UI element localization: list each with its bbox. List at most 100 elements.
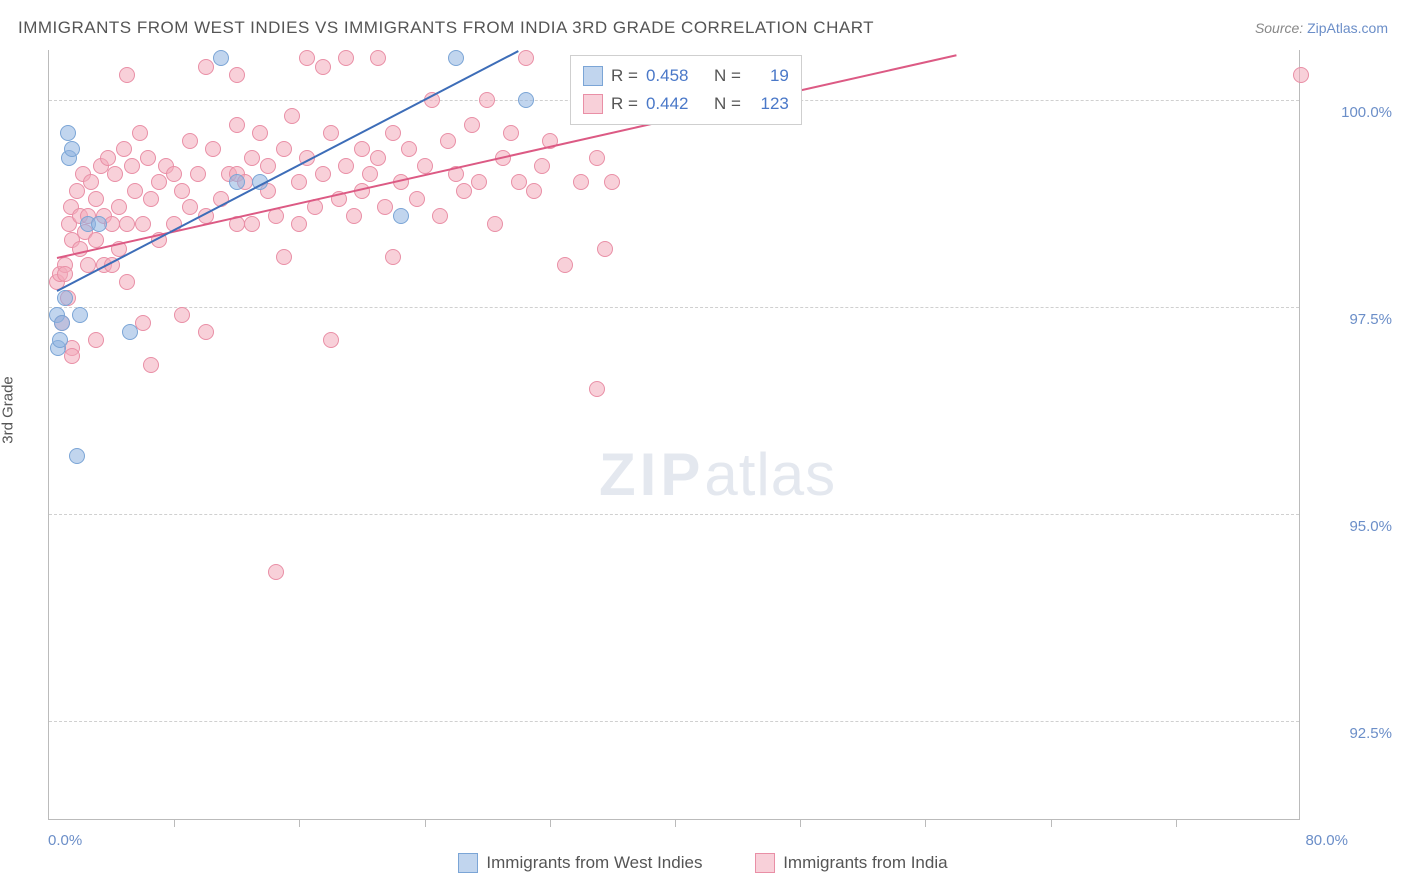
data-point xyxy=(57,290,73,306)
x-tick xyxy=(1176,819,1177,827)
trend-line xyxy=(57,54,957,259)
x-tick xyxy=(1051,819,1052,827)
correlation-stats-box: R = 0.458 N = 19 R = 0.442 N = 123 xyxy=(570,55,802,125)
data-point xyxy=(135,216,151,232)
data-point xyxy=(370,50,386,66)
swatch-west-indies xyxy=(583,66,603,86)
data-point xyxy=(88,191,104,207)
watermark-atlas: atlas xyxy=(704,441,836,508)
data-point xyxy=(57,266,73,282)
data-point xyxy=(198,324,214,340)
stats-row-india: R = 0.442 N = 123 xyxy=(583,90,789,118)
source-link[interactable]: ZipAtlas.com xyxy=(1307,20,1388,36)
data-point xyxy=(69,448,85,464)
data-point xyxy=(518,50,534,66)
gridline xyxy=(49,307,1299,308)
data-point xyxy=(346,208,362,224)
y-tick-label: 97.5% xyxy=(1349,311,1392,328)
y-tick-label: 100.0% xyxy=(1341,104,1392,121)
data-point xyxy=(198,59,214,75)
data-point xyxy=(377,199,393,215)
legend-swatch-west-indies xyxy=(458,853,478,873)
data-point xyxy=(409,191,425,207)
data-point xyxy=(589,150,605,166)
n-value-0: 19 xyxy=(749,62,789,90)
data-point xyxy=(182,133,198,149)
data-point xyxy=(518,92,534,108)
data-point xyxy=(83,174,99,190)
data-point xyxy=(111,199,127,215)
n-value-1: 123 xyxy=(749,90,789,118)
data-point xyxy=(213,50,229,66)
data-point xyxy=(385,249,401,265)
r-value-0: 0.458 xyxy=(646,62,706,90)
data-point xyxy=(244,150,260,166)
x-tick xyxy=(299,819,300,827)
data-point xyxy=(291,174,307,190)
y-tick-label: 92.5% xyxy=(1349,725,1392,742)
data-point xyxy=(323,125,339,141)
swatch-india xyxy=(583,94,603,114)
data-point xyxy=(60,125,76,141)
legend-item-west-indies: Immigrants from West Indies xyxy=(458,853,702,873)
data-point xyxy=(573,174,589,190)
y-axis-label: 3rd Grade xyxy=(0,376,17,444)
data-point xyxy=(315,59,331,75)
data-point xyxy=(143,191,159,207)
data-point xyxy=(107,166,123,182)
x-tick xyxy=(925,819,926,827)
data-point xyxy=(354,141,370,157)
data-point xyxy=(276,249,292,265)
data-point xyxy=(315,166,331,182)
data-point xyxy=(448,50,464,66)
gridline xyxy=(49,514,1299,515)
r-label-1: R = xyxy=(611,90,638,118)
data-point xyxy=(276,141,292,157)
data-point xyxy=(127,183,143,199)
data-point xyxy=(284,108,300,124)
data-point xyxy=(597,241,613,257)
data-point xyxy=(143,357,159,373)
data-point xyxy=(151,174,167,190)
x-tick xyxy=(675,819,676,827)
data-point xyxy=(252,125,268,141)
data-point xyxy=(64,141,80,157)
bottom-legend: Immigrants from West Indies Immigrants f… xyxy=(0,853,1406,878)
data-point xyxy=(229,67,245,83)
data-point xyxy=(100,150,116,166)
r-label-0: R = xyxy=(611,62,638,90)
data-point xyxy=(122,324,138,340)
legend-swatch-india xyxy=(755,853,775,873)
gridline xyxy=(49,721,1299,722)
r-value-1: 0.442 xyxy=(646,90,706,118)
data-point xyxy=(401,141,417,157)
data-point xyxy=(244,216,260,232)
data-point xyxy=(464,117,480,133)
data-point xyxy=(116,141,132,157)
data-point xyxy=(393,208,409,224)
data-point xyxy=(119,274,135,290)
y-tick-label: 95.0% xyxy=(1349,518,1392,535)
data-point xyxy=(370,150,386,166)
data-point xyxy=(338,158,354,174)
data-point xyxy=(54,315,70,331)
legend-label-0: Immigrants from West Indies xyxy=(486,853,702,873)
data-point xyxy=(487,216,503,232)
data-point xyxy=(589,381,605,397)
data-point xyxy=(182,199,198,215)
data-point xyxy=(174,183,190,199)
n-label-0: N = xyxy=(714,62,741,90)
data-point xyxy=(174,307,190,323)
data-point xyxy=(385,125,401,141)
data-point xyxy=(557,257,573,273)
x-start-label: 0.0% xyxy=(48,832,82,849)
data-point xyxy=(503,125,519,141)
data-point xyxy=(91,216,107,232)
data-point xyxy=(417,158,433,174)
data-point xyxy=(268,564,284,580)
x-tick xyxy=(425,819,426,827)
watermark-zip: ZIP xyxy=(599,441,704,508)
data-point xyxy=(526,183,542,199)
data-point xyxy=(229,117,245,133)
data-point xyxy=(432,208,448,224)
